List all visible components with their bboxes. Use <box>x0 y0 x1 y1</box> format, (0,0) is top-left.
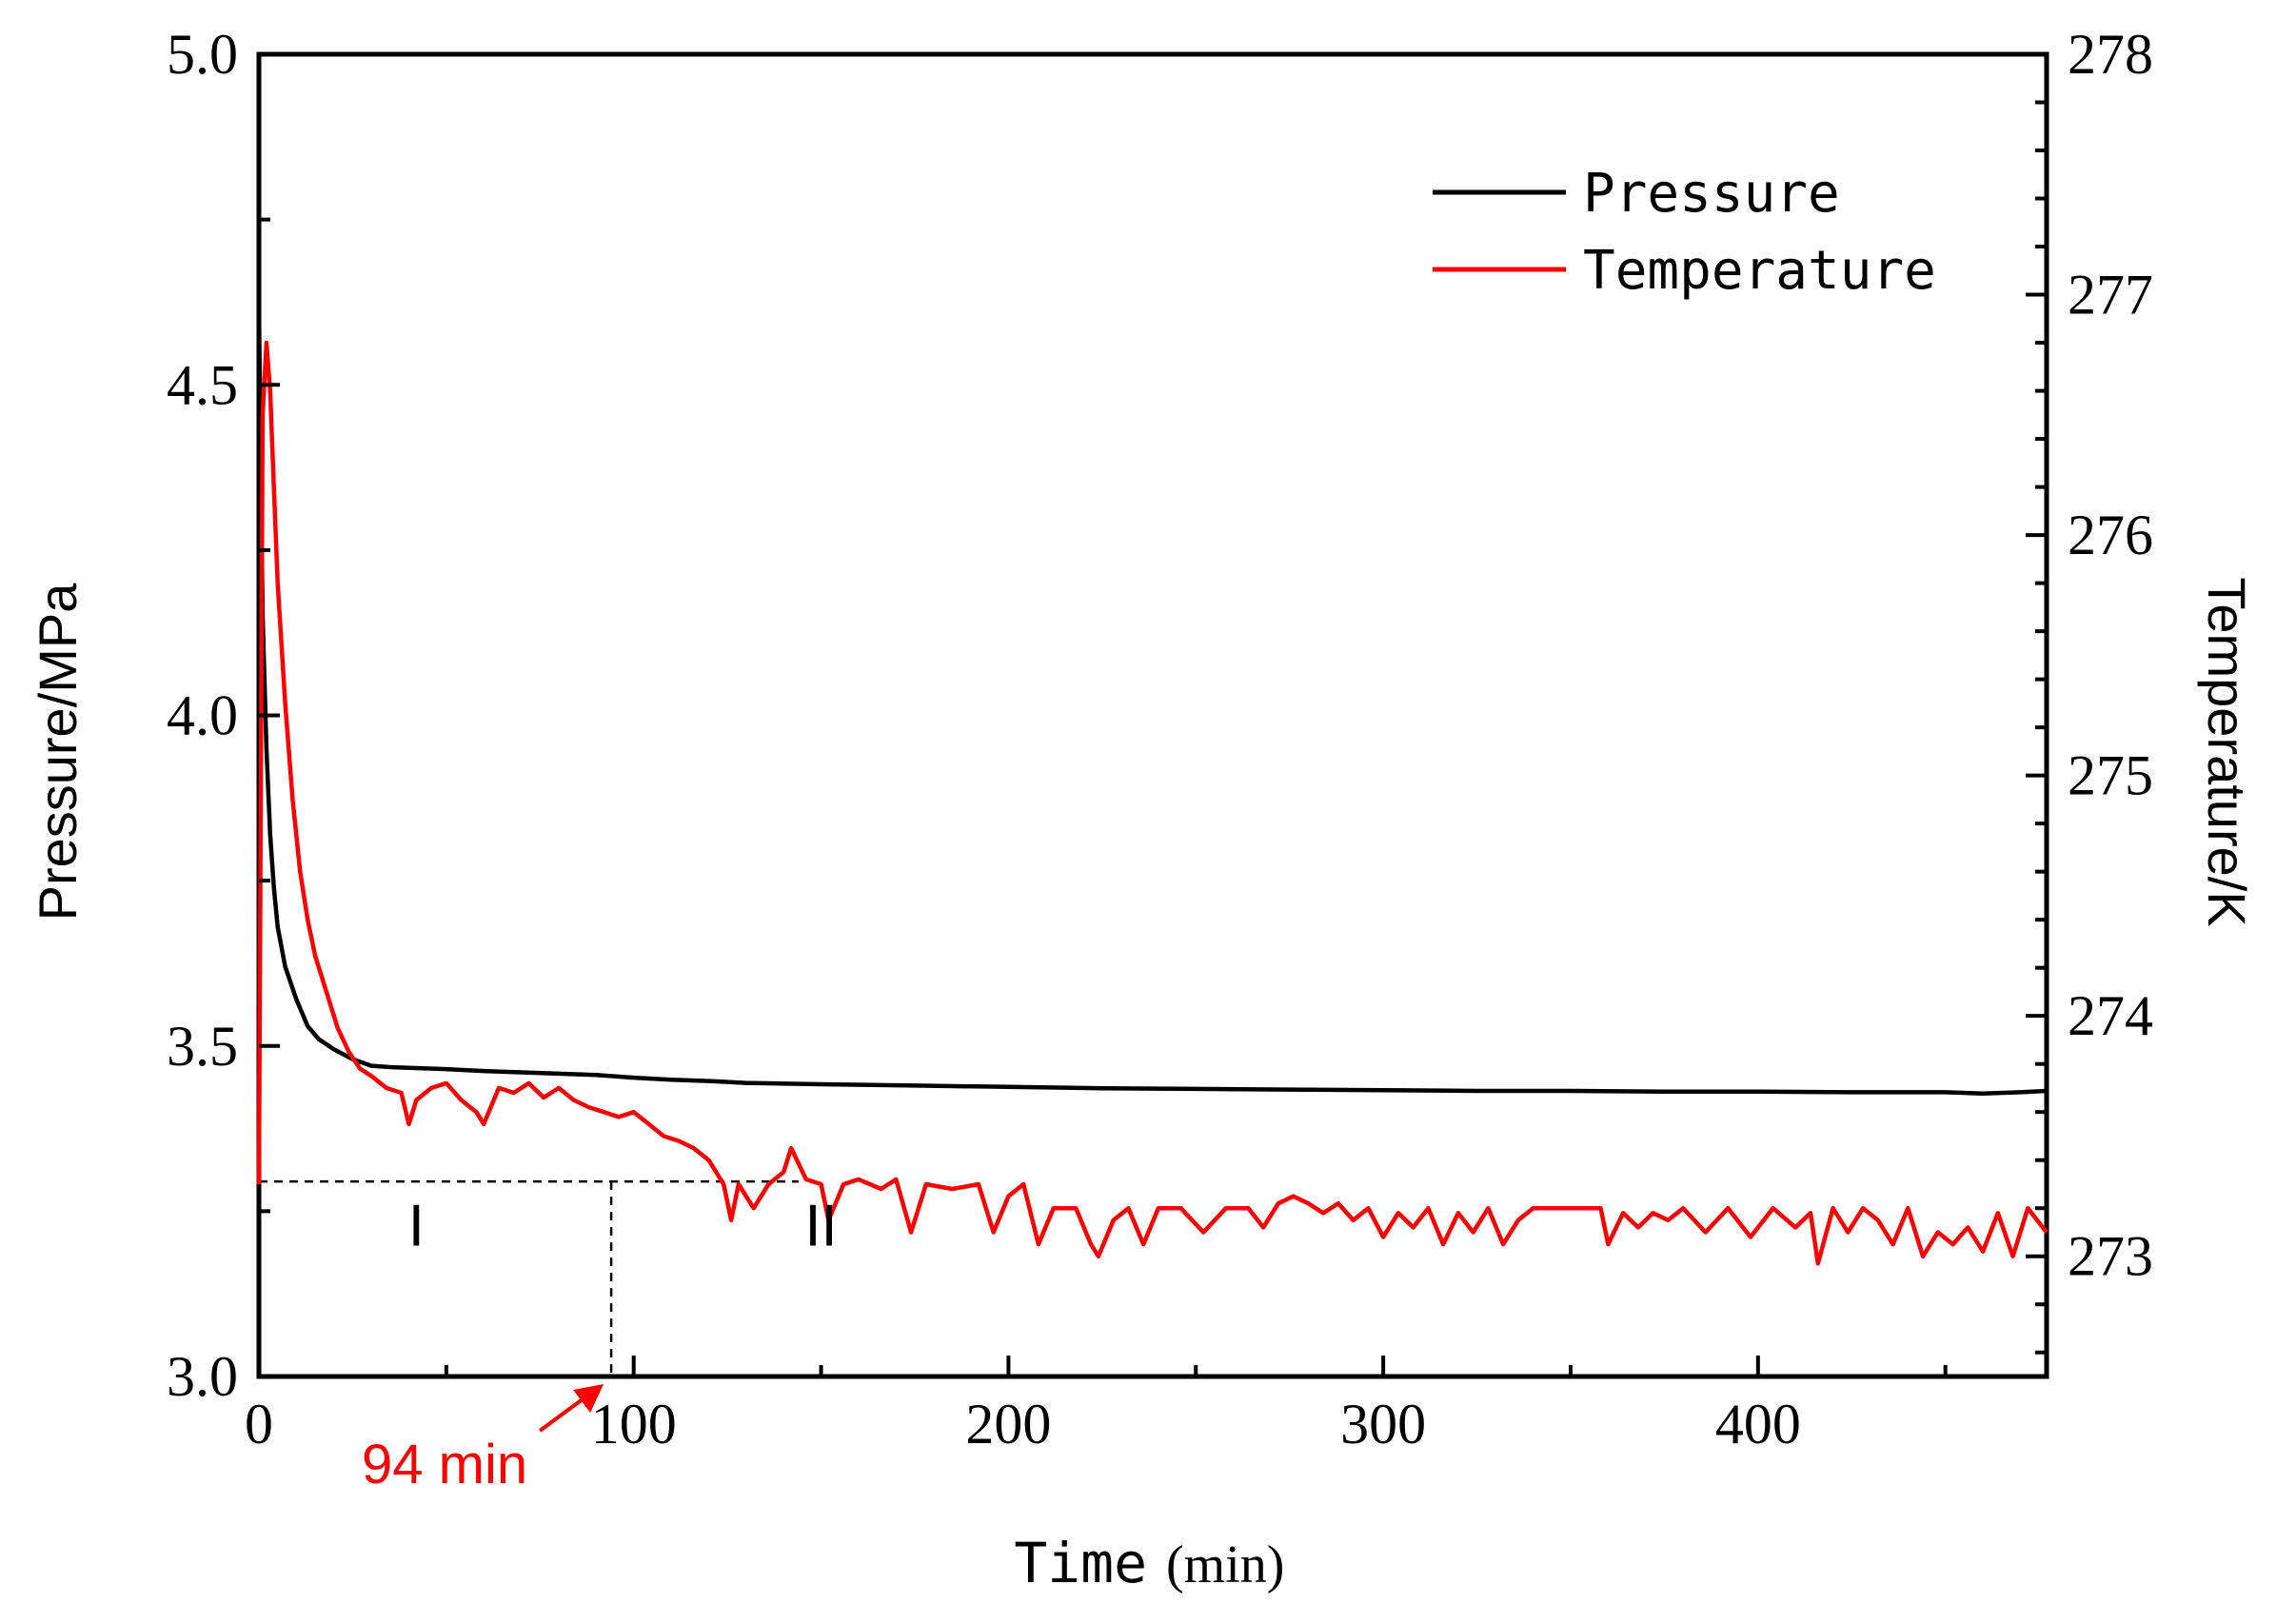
series-line-temperature <box>256 340 2049 1266</box>
legend-label-temperature: Temperature <box>1583 240 1936 302</box>
y-left-tick-label: 3.0 <box>167 1345 238 1408</box>
x-tick-label: 0 <box>245 1393 273 1455</box>
y-left-tick-label: 4.0 <box>167 684 238 747</box>
marker-annotation: 94 min <box>362 1384 604 1495</box>
y-right-tick-label: 274 <box>2068 984 2153 1047</box>
y-right-tick-label: 275 <box>2068 744 2153 807</box>
series-line-pressure <box>256 305 2048 1097</box>
y-left-axis-title: Pressure/MPa <box>28 583 88 921</box>
x-axis-title: Time (min) <box>1014 1531 1284 1595</box>
legend-label-pressure: Pressure <box>1583 163 1840 225</box>
region-label-1: I <box>408 1193 425 1258</box>
x-tick-label: 200 <box>965 1393 1051 1455</box>
y-right-tick-label: 273 <box>2068 1225 2153 1288</box>
y-left-tick-label: 4.5 <box>167 353 238 416</box>
legend: Pressure Temperature <box>1433 163 1936 302</box>
y-right-axis-title: Temperature/K <box>2197 577 2257 926</box>
reference-lines <box>259 1179 799 1376</box>
y-left-tick-label: 3.5 <box>167 1015 238 1078</box>
x-tick-label: 300 <box>1340 1393 1426 1455</box>
axis-layer: 0 100 200 300 400 3.0 3.5 4.0 4.5 5.0 273 274 275 276… <box>167 23 2153 1455</box>
marker-arrow-head <box>573 1384 604 1413</box>
x-tick-label: 100 <box>591 1393 677 1455</box>
series-layer <box>256 305 2049 1266</box>
y-right-tick-label: 277 <box>2068 264 2153 327</box>
y-right-tick-label: 276 <box>2068 504 2153 566</box>
x-tick-label: 400 <box>1715 1393 1801 1455</box>
x-axis-title-text: Time <box>1014 1531 1147 1595</box>
y-left-tick-label: 5.0 <box>167 23 238 86</box>
marker-label: 94 min <box>362 1434 527 1495</box>
y-right-tick-label: 278 <box>2068 23 2153 86</box>
x-axis-title-unit: (min) <box>1166 1535 1284 1594</box>
region-label-2: II <box>804 1193 837 1258</box>
